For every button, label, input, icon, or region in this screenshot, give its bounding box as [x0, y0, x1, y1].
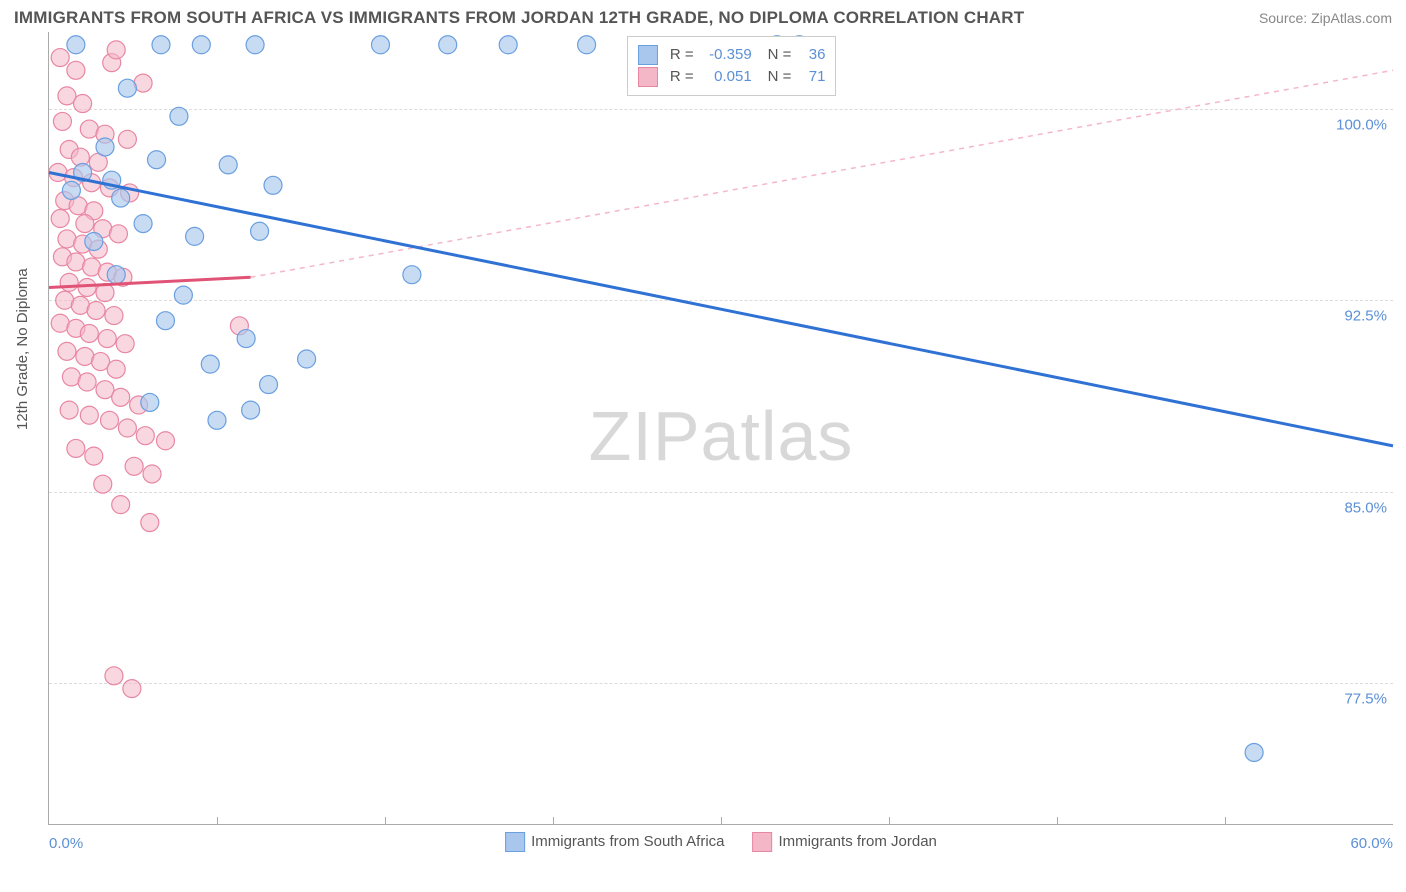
legend-swatch [505, 832, 525, 852]
legend-r-value: 0.051 [700, 68, 752, 85]
chart-title: IMMIGRANTS FROM SOUTH AFRICA VS IMMIGRAN… [14, 8, 1024, 28]
scatter-point [85, 447, 103, 465]
scatter-point [58, 342, 76, 360]
scatter-point [118, 130, 136, 148]
scatter-point [156, 432, 174, 450]
scatter-point [78, 373, 96, 391]
scatter-point [118, 79, 136, 97]
scatter-point [174, 286, 192, 304]
legend-item: Immigrants from South Africa [505, 832, 724, 852]
legend-r-value: -0.359 [700, 46, 752, 63]
scatter-point [107, 41, 125, 59]
scatter-point [170, 107, 188, 125]
scatter-point [67, 439, 85, 457]
x-tick-label: 0.0% [49, 835, 83, 852]
x-tick-label: 60.0% [1350, 835, 1393, 852]
legend-n-label: N = [768, 68, 792, 85]
legend-row: R = -0.359 N = 36 [638, 45, 826, 65]
legend-n-label: N = [768, 46, 792, 63]
legend-row: R = 0.051 N = 71 [638, 67, 826, 87]
scatter-point [372, 36, 390, 54]
scatter-point [94, 475, 112, 493]
scatter-point [60, 273, 78, 291]
scatter-point [105, 667, 123, 685]
scatter-point [260, 376, 278, 394]
scatter-point [62, 181, 80, 199]
scatter-point [107, 360, 125, 378]
regression-line [251, 70, 1393, 277]
correlation-legend: R = -0.359 N = 36 R = 0.051 N = 71 [627, 36, 837, 96]
scatter-point [125, 457, 143, 475]
legend-item: Immigrants from Jordan [753, 832, 937, 852]
legend-r-label: R = [670, 68, 694, 85]
scatter-point [123, 680, 141, 698]
scatter-point [112, 388, 130, 406]
scatter-point [105, 307, 123, 325]
scatter-point [403, 266, 421, 284]
scatter-point [186, 227, 204, 245]
scatter-point [201, 355, 219, 373]
scatter-point [67, 61, 85, 79]
scatter-point [109, 225, 127, 243]
scatter-point [141, 393, 159, 411]
scatter-point [87, 301, 105, 319]
scatter-point [237, 330, 255, 348]
scatter-point [264, 176, 282, 194]
scatter-point [107, 266, 125, 284]
scatter-point [51, 49, 69, 67]
scatter-point [53, 112, 71, 130]
scatter-point [143, 465, 161, 483]
legend-n-value: 71 [797, 68, 825, 85]
legend-n-value: 36 [797, 46, 825, 63]
scatter-point [116, 335, 134, 353]
scatter-point [192, 36, 210, 54]
scatter-point [136, 427, 154, 445]
scatter-point [152, 36, 170, 54]
series-legend: Immigrants from South Africa Immigrants f… [505, 832, 937, 852]
scatter-point [246, 36, 264, 54]
scatter-point [67, 36, 85, 54]
scatter-point [80, 406, 98, 424]
scatter-point [242, 401, 260, 419]
scatter-svg [49, 32, 1393, 824]
scatter-point [118, 419, 136, 437]
scatter-point [74, 95, 92, 113]
y-axis-label: 12th Grade, No Diploma [14, 268, 31, 430]
scatter-point [208, 411, 226, 429]
legend-swatch [638, 67, 658, 87]
scatter-point [1245, 743, 1263, 761]
source-label: Source: ZipAtlas.com [1259, 10, 1392, 26]
scatter-point [134, 215, 152, 233]
scatter-point [98, 330, 116, 348]
scatter-point [100, 411, 118, 429]
scatter-point [251, 222, 269, 240]
scatter-point [578, 36, 596, 54]
scatter-point [78, 278, 96, 296]
scatter-point [148, 151, 166, 169]
scatter-point [112, 189, 130, 207]
scatter-point [80, 324, 98, 342]
scatter-point [51, 210, 69, 228]
legend-label: Immigrants from South Africa [531, 833, 724, 850]
legend-label: Immigrants from Jordan [779, 833, 937, 850]
chart-header: IMMIGRANTS FROM SOUTH AFRICA VS IMMIGRAN… [0, 0, 1406, 32]
legend-r-label: R = [670, 46, 694, 63]
scatter-point [439, 36, 457, 54]
scatter-point [141, 514, 159, 532]
scatter-point [60, 401, 78, 419]
legend-swatch [753, 832, 773, 852]
scatter-point [76, 215, 94, 233]
scatter-point [298, 350, 316, 368]
scatter-point [85, 232, 103, 250]
scatter-point [219, 156, 237, 174]
chart-plot-area: 77.5%85.0%92.5%100.0%0.0%60.0% ZIPatlas … [48, 32, 1393, 825]
scatter-point [112, 496, 130, 514]
scatter-point [156, 312, 174, 330]
scatter-point [96, 138, 114, 156]
scatter-point [499, 36, 517, 54]
legend-swatch [638, 45, 658, 65]
